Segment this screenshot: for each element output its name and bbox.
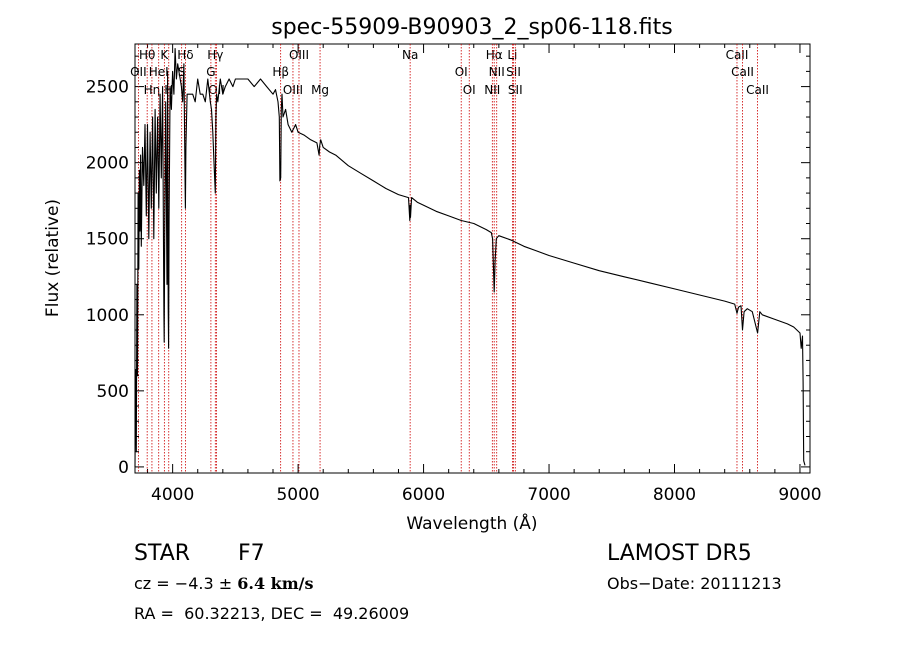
spectral-line-label: Mg: [311, 83, 329, 97]
spectral-line-label: OIII: [289, 48, 309, 62]
cz-plus-minus: ±: [218, 574, 233, 593]
spectral-line-label: Hβ: [272, 65, 289, 79]
spectral-line-label: Na: [402, 48, 418, 62]
y-axis-label: Flux (relative): [43, 199, 63, 317]
spectral-line-label: SII: [506, 65, 521, 79]
y-tick-label: 0: [118, 458, 129, 478]
x-tick-label: 8000: [653, 485, 696, 505]
spectral-line-label: Hγ: [207, 48, 223, 62]
spectral-line-label: OII: [208, 83, 225, 97]
spectral-line-label: OI: [455, 65, 468, 79]
spectral-line-label: Hδ: [177, 48, 193, 62]
y-tick-label: 2500: [86, 78, 129, 98]
spectral-line-label: CaII: [726, 48, 749, 62]
x-tick-label: 4000: [151, 485, 194, 505]
object-class: STAR: [134, 541, 191, 566]
spectral-line-label: HeI: [149, 65, 169, 79]
y-tick-label: 1500: [86, 230, 129, 250]
spectral-line-label: NII: [489, 65, 505, 79]
spectral-line-label: CaII: [731, 65, 754, 79]
spectral-line-label: Hθ: [139, 48, 155, 62]
spectral-line-label: G: [206, 65, 215, 79]
x-tick-label: 6000: [402, 485, 445, 505]
plot-frame: [134, 43, 811, 474]
spectral-line-label: OIII: [283, 83, 303, 97]
spectral-line-label: Hα: [486, 48, 503, 62]
spectral-line-label: OII: [130, 65, 147, 79]
spectral-line-label: K: [160, 48, 169, 62]
spectral-line-label: Hη: [144, 83, 161, 97]
ra-dec: RA = 60.32213, DEC = 49.26009: [134, 604, 410, 623]
spectral-line-label: NII: [484, 83, 500, 97]
cz-value: −4.3: [174, 574, 214, 593]
x-tick-label: 5000: [276, 485, 319, 505]
observation-date: Obs−Date: 20111213: [607, 574, 782, 593]
chart-title: spec-55909-B90903_2_sp06-118.fits: [271, 15, 673, 40]
spectral-subclass: F7: [238, 541, 265, 566]
cz-prefix: cz =: [134, 574, 175, 593]
spectral-line-label: S: [178, 65, 186, 79]
cz-error: 6.4 km/s: [237, 574, 314, 593]
spectral-line-label: SII: [508, 83, 523, 97]
x-tick-label: 9000: [778, 485, 821, 505]
spectral-line-label: H: [164, 83, 173, 97]
spectral-line-label: Li: [507, 48, 517, 62]
redshift-line: cz = −4.3 ± 6.4 km/s: [134, 574, 314, 593]
spectral-line-label: CaII: [746, 83, 769, 97]
y-tick-label: 2000: [86, 154, 129, 174]
y-tick-label: 500: [97, 382, 129, 402]
spectrum-line: [134, 48, 806, 467]
x-tick-label: 7000: [527, 485, 570, 505]
y-tick-label: 1000: [86, 306, 129, 326]
x-axis-label: Wavelength (Å): [406, 512, 537, 534]
spectral-line-label: OI: [463, 83, 476, 97]
survey-label: LAMOST DR5: [607, 541, 752, 566]
